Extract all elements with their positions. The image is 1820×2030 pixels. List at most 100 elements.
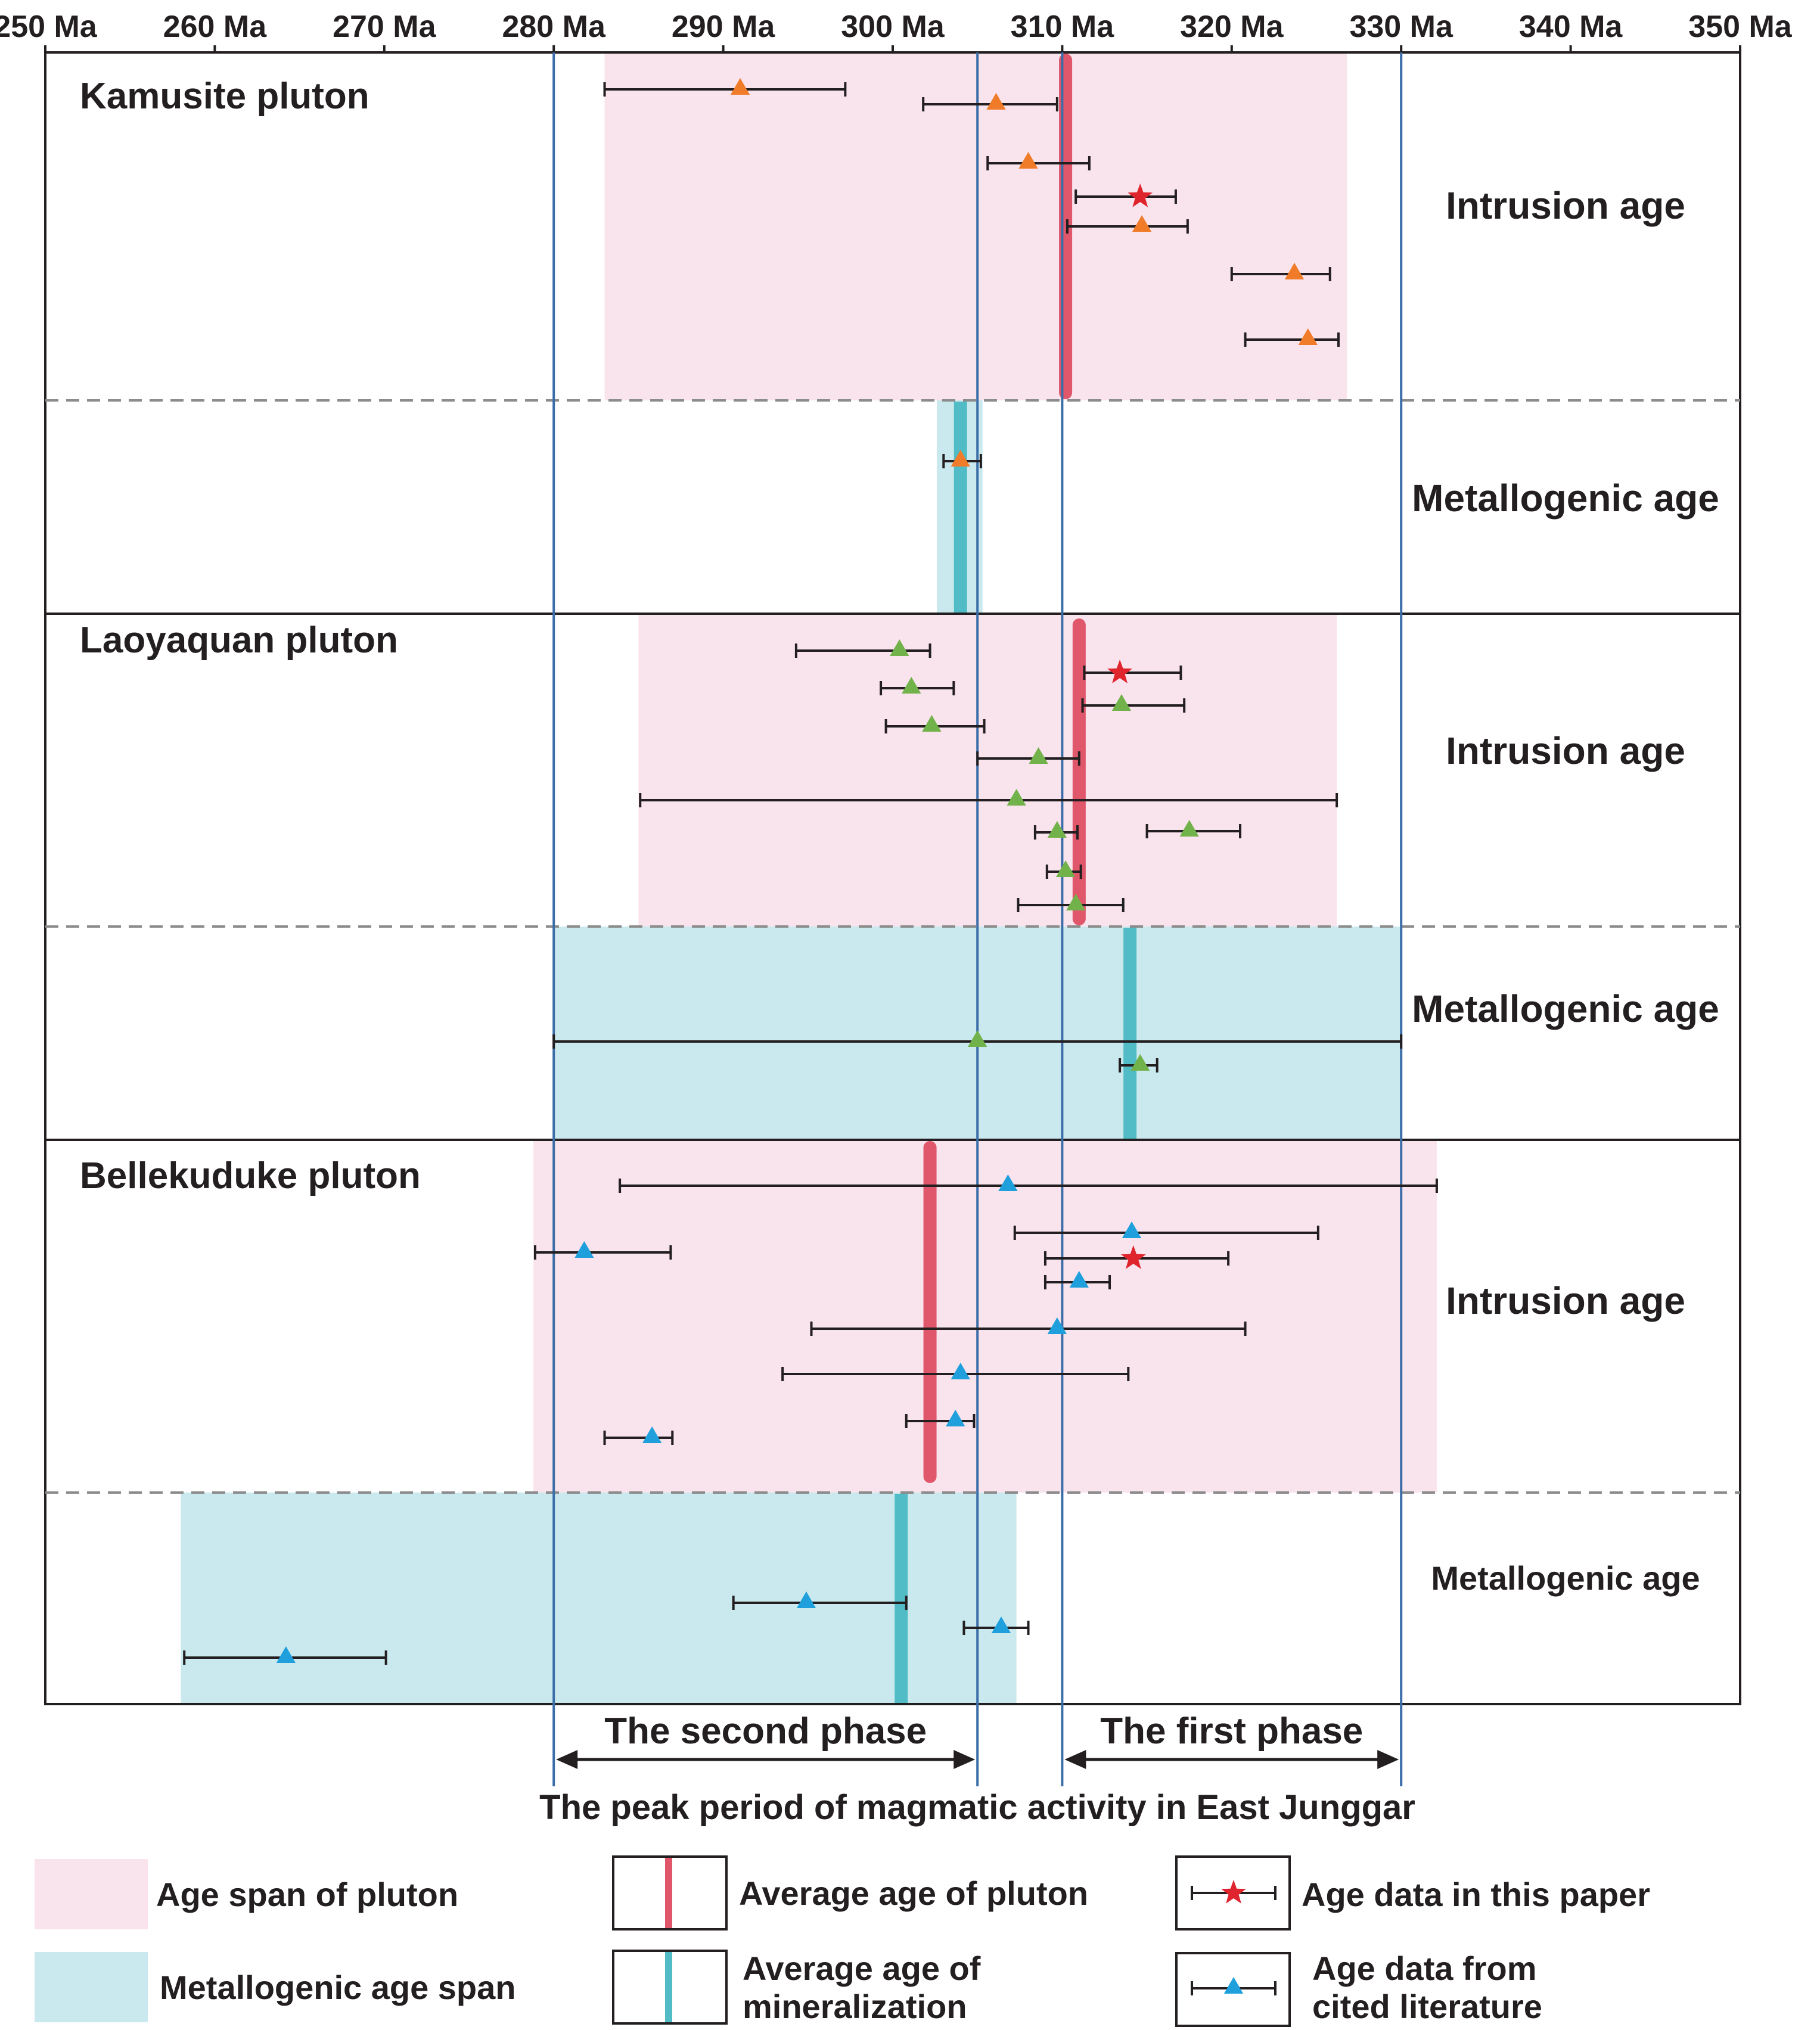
triangle-marker <box>1047 1317 1067 1335</box>
literature-datapoint <box>781 1363 1130 1381</box>
literature-datapoint <box>1017 894 1125 912</box>
legend-label: Average age of pluton <box>739 1874 1088 1912</box>
literature-datapoint <box>1119 1054 1159 1072</box>
mineralization-average-bar <box>895 1494 908 1703</box>
datapoint-layer <box>183 78 1438 1665</box>
intrusion-age-label: Intrusion age <box>1446 184 1685 227</box>
triangle-marker <box>1111 694 1132 711</box>
literature-datapoint <box>884 715 986 733</box>
triangle-marker <box>902 677 921 694</box>
pluton-average-bar <box>923 1141 937 1483</box>
literature-datapoint <box>976 747 1080 766</box>
panel-label-layer: Kamusite pluton Intrusion age Metallogenic… <box>80 76 1719 1597</box>
literature-datapoint <box>942 450 982 468</box>
literature-datapoint <box>1230 263 1331 281</box>
triangle-marker <box>1007 789 1026 806</box>
triangle-marker <box>998 1174 1018 1192</box>
literature-datapoint <box>905 1410 976 1428</box>
triangle-marker <box>991 1616 1011 1634</box>
legend: Age span of pluton Metallogenic age span A… <box>35 1855 1650 2027</box>
legend-pluton-span-swatch <box>35 1859 148 1929</box>
triangle-marker <box>1130 1054 1150 1071</box>
literature-datapoint <box>639 789 1338 807</box>
triangle-marker <box>1066 894 1086 911</box>
metallogenic-age-span <box>181 1493 1017 1704</box>
literature-datapoint <box>1244 328 1340 347</box>
x-axis-title: The peak period of magmatic activity in … <box>539 1788 1415 1827</box>
x-tick-label: 310 Ma <box>1011 10 1115 44</box>
legend-label: Metallogenic age span <box>160 1969 516 2006</box>
pluton-name: Bellekuduke pluton <box>80 1155 421 1196</box>
legend-label: Age span of pluton <box>156 1876 458 1913</box>
pluton-name: Laoyaquan pluton <box>80 620 398 661</box>
literature-datapoint <box>552 1030 1403 1049</box>
this-paper-datapoint <box>1083 660 1182 683</box>
triangle-marker <box>1029 747 1048 764</box>
triangle-marker <box>890 639 909 657</box>
phase-annotation: The first phase <box>1064 1711 1399 1769</box>
literature-datapoint <box>603 78 847 97</box>
star-marker <box>1107 660 1132 683</box>
triangle-marker <box>1018 152 1038 169</box>
legend-mineralization-bar <box>665 1952 672 2022</box>
x-tick-label: 250 Ma <box>0 10 98 44</box>
literature-datapoint <box>1045 860 1082 879</box>
triangle-marker <box>1298 328 1318 346</box>
legend-average-bar <box>665 1858 672 1928</box>
span-layer <box>181 52 1437 1704</box>
pluton-age-span <box>604 52 1347 400</box>
legend-triangle-marker <box>1223 1977 1244 1994</box>
triangle-marker <box>951 450 970 467</box>
metallogenic-age-label: Metallogenic age <box>1431 1559 1700 1597</box>
phase-arrowhead-right <box>954 1750 976 1769</box>
literature-datapoint <box>1013 1221 1319 1240</box>
triangle-marker <box>1122 1221 1142 1239</box>
triangle-marker <box>574 1241 594 1258</box>
pluton-age-span <box>533 1140 1437 1493</box>
legend-star-marker <box>1221 1880 1246 1904</box>
literature-datapoint <box>1081 694 1186 713</box>
literature-datapoint <box>1066 215 1189 234</box>
literature-datapoint <box>1043 1271 1111 1289</box>
star-marker <box>1128 184 1153 207</box>
literature-datapoint <box>533 1241 672 1260</box>
metallogenic-age-label: Metallogenic age <box>1412 477 1719 520</box>
x-tick-label: 280 Ma <box>502 10 606 44</box>
pluton-average-bar <box>1072 618 1086 925</box>
this-paper-datapoint <box>1074 184 1177 207</box>
triangle-marker <box>1047 821 1067 838</box>
metallogenic-age-label: Metallogenic age <box>1412 987 1719 1030</box>
legend-label: Age data in this paper <box>1302 1876 1650 1913</box>
literature-datapoint <box>962 1616 1030 1635</box>
x-axis-ticks: 250 Ma 260 Ma 270 Ma 280 Ma 290 Ma 300 Ma 310 … <box>0 10 1793 52</box>
triangle-marker <box>968 1030 987 1047</box>
triangle-marker <box>951 1363 970 1380</box>
literature-datapoint <box>732 1591 908 1610</box>
triangle-marker <box>276 1646 296 1664</box>
x-tick-label: 350 Ma <box>1688 10 1793 44</box>
x-tick-label: 330 Ma <box>1349 10 1453 44</box>
triangle-marker <box>1284 263 1305 280</box>
x-tick-label: 290 Ma <box>672 10 776 44</box>
pluton-name: Kamusite pluton <box>80 76 369 117</box>
literature-datapoint <box>986 152 1091 170</box>
phase-annotation-layer: The second phase The first phase The peak … <box>539 1711 1415 1827</box>
literature-datapoint <box>619 1174 1438 1193</box>
intrusion-age-label: Intrusion age <box>1446 729 1685 772</box>
this-paper-datapoint <box>1043 1245 1230 1269</box>
legend-label: Average age of mineralization <box>743 1950 981 2025</box>
triangle-marker <box>1132 215 1152 232</box>
literature-datapoint <box>1033 821 1079 840</box>
mineralization-average-bar <box>954 402 967 613</box>
literature-datapoint <box>603 1426 674 1445</box>
star-marker <box>1120 1245 1146 1269</box>
phase-label: The second phase <box>604 1711 927 1752</box>
phase-line-layer <box>552 52 1403 1786</box>
pluton-age-span <box>638 614 1337 927</box>
triangle-marker <box>922 715 942 732</box>
phase-arrowhead-left <box>556 1750 578 1769</box>
triangle-marker <box>796 1591 816 1609</box>
x-tick-label: 260 Ma <box>163 10 268 44</box>
literature-datapoint <box>810 1317 1247 1336</box>
literature-datapoint <box>1145 820 1242 838</box>
